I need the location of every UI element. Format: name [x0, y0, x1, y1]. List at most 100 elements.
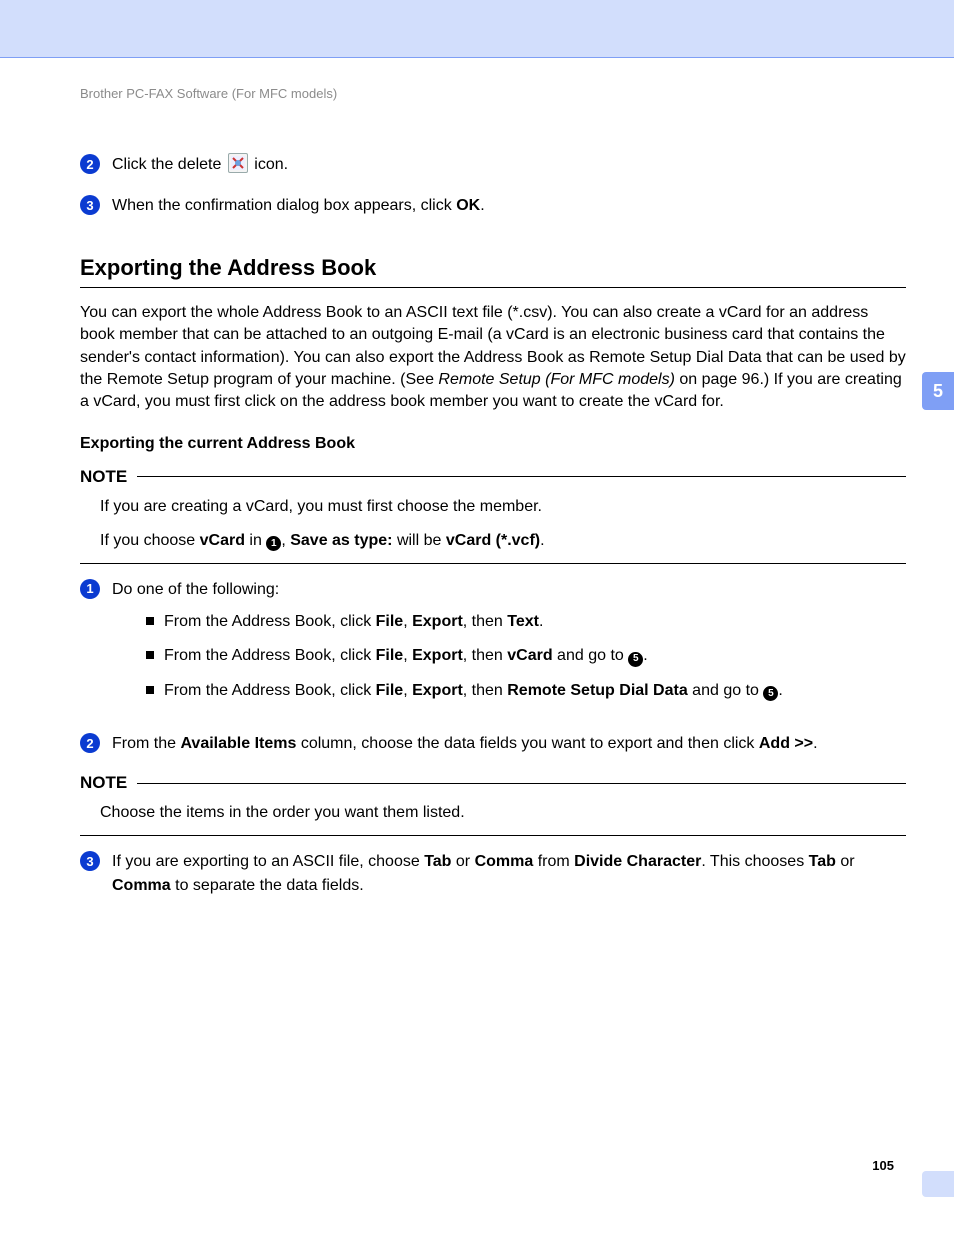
b2then: , then: [463, 647, 507, 664]
note-1-header: NOTE: [80, 467, 906, 487]
step1-bullets: From the Address Book, click File, Expor…: [146, 611, 906, 702]
bottom-tab: [922, 1171, 954, 1197]
b3then: , then: [463, 682, 507, 699]
s3a: When the confirmation dialog box appears…: [112, 197, 456, 214]
step-3: 3 If you are exporting to an ASCII file,…: [80, 850, 906, 896]
s3b2: . This chooses: [701, 853, 808, 870]
intro-step-2: 2 Click the delete icon.: [80, 153, 906, 176]
b1dot: .: [539, 613, 543, 630]
note-2-line: [137, 783, 906, 784]
s2d: Add >>: [759, 735, 813, 752]
b2a: From the Address Book, click: [164, 647, 376, 664]
b1a: From the Address Book, click: [164, 613, 376, 630]
step-1: 1 Do one of the following: From the Addr…: [80, 578, 906, 714]
s2e: .: [813, 735, 817, 752]
bullet-square-3: [146, 686, 154, 694]
note-2-end-rule: [80, 835, 906, 836]
b2sep: ,: [403, 647, 412, 664]
note-1: NOTE If you are creating a vCard, you mu…: [80, 467, 906, 564]
s3or2: or: [836, 853, 855, 870]
section-paragraph: You can export the whole Address Book to…: [80, 302, 906, 412]
b3goto: and go to: [688, 682, 764, 699]
s3from: from: [533, 853, 574, 870]
n1l2d: ,: [281, 532, 290, 549]
s3tab: Tab: [424, 853, 451, 870]
bullet-1-text: From the Address Book, click File, Expor…: [164, 611, 543, 633]
section-rule: [80, 287, 906, 288]
s2b: Available Items: [180, 735, 296, 752]
circ-5a: 5: [628, 652, 643, 667]
s3comma2: Comma: [112, 877, 171, 894]
b3rsdd: Remote Setup Dial Data: [507, 682, 687, 699]
note1-line2: If you choose vCard in 1, Save as type: …: [100, 529, 906, 553]
n1l2c: in: [245, 532, 266, 549]
b2vcard: vCard: [507, 647, 552, 664]
n1l2b: vCard: [200, 532, 245, 549]
step-number-3b: 3: [80, 851, 100, 871]
step-2-body: From the Available Items column, choose …: [112, 732, 906, 755]
b1then: , then: [463, 613, 507, 630]
b1file: File: [376, 613, 404, 630]
b3dot: .: [778, 682, 782, 699]
n1l2a: If you choose: [100, 532, 200, 549]
b2file: File: [376, 647, 404, 664]
note-2: NOTE Choose the items in the order you w…: [80, 773, 906, 836]
chapter-tab: 5: [922, 372, 954, 410]
b3sep: ,: [403, 682, 412, 699]
bullet-3: From the Address Book, click File, Expor…: [146, 680, 906, 702]
bullet-3-text: From the Address Book, click File, Expor…: [164, 680, 783, 702]
note-1-line: [137, 476, 906, 477]
s3a2: If you are exporting to an ASCII file, c…: [112, 853, 424, 870]
b3file: File: [376, 682, 404, 699]
s2a: From the: [112, 735, 180, 752]
step-number-3: 3: [80, 195, 100, 215]
content-area: Brother PC-FAX Software (For MFC models)…: [80, 86, 906, 915]
bullet-2: From the Address Book, click File, Expor…: [146, 645, 906, 667]
s3or: or: [451, 853, 474, 870]
s3tab2: Tab: [809, 853, 836, 870]
circ-5b: 5: [763, 686, 778, 701]
page: Brother PC-FAX Software (For MFC models)…: [0, 0, 954, 1235]
step-3-body: If you are exporting to an ASCII file, c…: [112, 850, 906, 896]
b3export: Export: [412, 682, 463, 699]
step2-text-a: Click the delete: [112, 156, 226, 173]
step-2: 2 From the Available Items column, choos…: [80, 732, 906, 755]
n1l2e: Save as type:: [290, 532, 392, 549]
s3comma: Comma: [475, 853, 534, 870]
step-2-text: Click the delete icon.: [112, 153, 906, 176]
s3-ok: OK: [456, 197, 480, 214]
s2c: column, choose the data fields you want …: [296, 735, 759, 752]
note-2-header: NOTE: [80, 773, 906, 793]
section-heading: Exporting the Address Book: [80, 255, 906, 281]
note2-text: Choose the items in the order you want t…: [100, 801, 906, 825]
para-italic: Remote Setup (For MFC models): [438, 371, 675, 388]
intro-step-3: 3 When the confirmation dialog box appea…: [80, 194, 906, 217]
step-3-text: When the confirmation dialog box appears…: [112, 194, 906, 217]
n1l2g: vCard (*.vcf): [446, 532, 540, 549]
subsection-heading: Exporting the current Address Book: [80, 435, 906, 453]
bullet-square-2: [146, 651, 154, 659]
note-2-body: Choose the items in the order you want t…: [80, 801, 906, 825]
step-number-2: 2: [80, 154, 100, 174]
bullet-square-1: [146, 617, 154, 625]
note-1-end-rule: [80, 563, 906, 564]
top-band: [0, 0, 954, 58]
b3a: From the Address Book, click: [164, 682, 376, 699]
page-number: 105: [872, 1158, 894, 1173]
n1l2h: .: [540, 532, 544, 549]
bullet-2-text: From the Address Book, click File, Expor…: [164, 645, 648, 667]
b1text: Text: [507, 613, 539, 630]
s3c2: to separate the data fields.: [171, 877, 364, 894]
step2-text-b: icon.: [250, 156, 288, 173]
note-label-2: NOTE: [80, 773, 127, 793]
n1l2f: will be: [393, 532, 446, 549]
s3dc: Divide Character: [574, 853, 701, 870]
step1-lead: Do one of the following:: [112, 581, 279, 598]
b2export: Export: [412, 647, 463, 664]
bullet-1: From the Address Book, click File, Expor…: [146, 611, 906, 633]
step-number-1: 1: [80, 579, 100, 599]
b1sep: ,: [403, 613, 412, 630]
s3c: .: [480, 197, 484, 214]
b1export: Export: [412, 613, 463, 630]
b2goto: and go to: [553, 647, 629, 664]
